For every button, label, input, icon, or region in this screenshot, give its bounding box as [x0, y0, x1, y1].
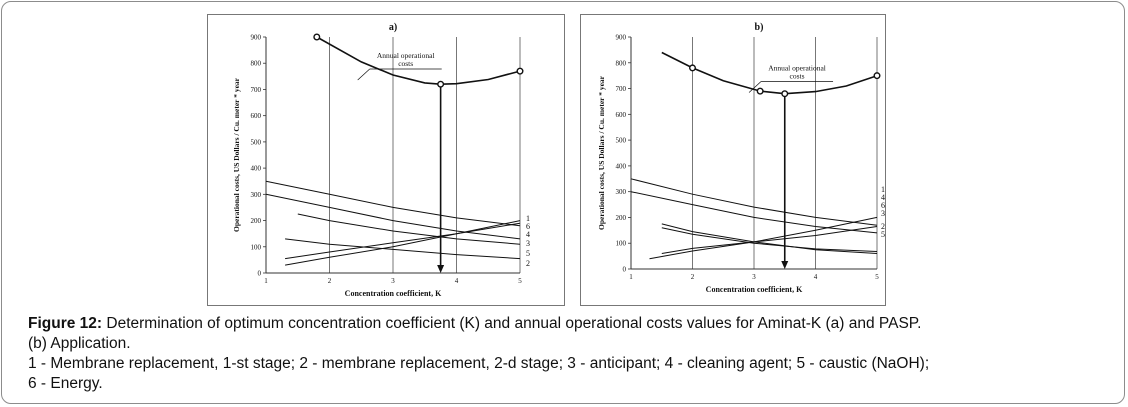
- chart-a-y-tick-label: 300: [251, 191, 262, 199]
- chart-a-data-point: [437, 80, 445, 88]
- chart-b-x-tick-label: 1: [629, 273, 633, 281]
- chart-b-x-tick-label: 3: [752, 273, 756, 281]
- chart-a-series-line-3: [265, 193, 521, 240]
- chart-b-x-axis-label: Concentration coefficient, K: [706, 285, 803, 294]
- chart-a-series-line-1: [265, 180, 521, 227]
- figure-caption: Figure 12: Determination of optimum conc…: [28, 314, 1108, 394]
- chart-a-data-point: [313, 33, 321, 41]
- chart-b-annotation-leader: [748, 81, 762, 93]
- caption-line-1: Figure 12: Determination of optimum conc…: [28, 314, 1108, 334]
- chart-panel-b: b) 1 2 3 4 5 0 100 200 300 400 500 600 700 800 900 Conce…: [580, 14, 886, 306]
- chart-a-line-label-4: 4: [526, 230, 530, 239]
- chart-a-x-tick-label: 2: [328, 277, 332, 285]
- chart-b-title: b): [755, 22, 764, 33]
- chart-a-y-axis-label: Operational costs, US Dollars / Cu. mete…: [232, 77, 241, 232]
- chart-b-y-tick-label: 300: [616, 188, 627, 196]
- caption-text-1: Determination of optimum concentration c…: [102, 315, 922, 332]
- chart-a-x-tick-label: 5: [518, 277, 522, 285]
- caption-lead: Figure 12:: [28, 315, 103, 332]
- chart-b-x-tick-label: 5: [875, 273, 879, 281]
- chart-b-line-label-5: 5: [881, 230, 885, 239]
- chart-b-line-label-6: 6: [881, 201, 885, 210]
- chart-a-svg: a)1 2 3 4 50100200300400500600700800900Conce…: [232, 22, 530, 298]
- chart-a-y-tick-label: 800: [251, 60, 262, 68]
- chart-b-svg: b) 1 2 3 4 5 0 100 200 300 400 500 600 700 800 900 Conce…: [597, 22, 885, 294]
- chart-b-data-point: [756, 87, 764, 95]
- chart-b-line-label-1: 1: [881, 185, 885, 194]
- chart-a-line-label-1: 1: [526, 214, 530, 223]
- chart-b-series-line-4: [630, 178, 878, 226]
- chart-a-series-line-annual-costs: [316, 36, 521, 86]
- chart-b-y-tick-label: 800: [616, 59, 627, 67]
- chart-b-y-tick-label: 600: [616, 111, 627, 119]
- chart-a-y-tick-label: 900: [251, 34, 262, 42]
- chart-a-annotation-line-2: costs: [398, 59, 413, 68]
- chart-a-line-label-6: 6: [526, 222, 530, 231]
- chart-panel-a: a) 1 2 3 4 5 0 100 200 300 400 500 600 700 800 900 Conce…: [207, 14, 565, 306]
- caption-line-4: 6 - Energy.: [28, 375, 103, 392]
- chart-b-annotation-line-2: costs: [790, 72, 805, 81]
- chart-a-x-axis-label: Concentration coefficient, K: [345, 289, 442, 298]
- chart-b-data-point: [873, 72, 881, 80]
- chart-a-y-tick-label: 400: [251, 165, 262, 173]
- chart-a-series-line-4: [285, 222, 521, 260]
- caption-line-2: (b) Application.: [28, 335, 131, 352]
- chart-b-y-tick-label: 700: [616, 85, 627, 93]
- chart-a-x-tick-label: 1: [264, 277, 268, 285]
- chart-b-x-tick-label: 4: [814, 273, 818, 281]
- chart-a-series-line-2: [285, 220, 521, 266]
- chart-a-y-tick-label: 0: [258, 270, 262, 278]
- chart-b-series-line-5: [661, 226, 878, 254]
- chart-a-series-line-6: [297, 213, 521, 245]
- chart-b-series-line-1: [649, 216, 878, 260]
- chart-b-data-point: [781, 90, 789, 98]
- chart-b-y-tick-label: 500: [616, 137, 627, 145]
- chart-a-x-tick-label: 3: [391, 277, 395, 285]
- chart-a-annotation-leader: [357, 68, 370, 81]
- chart-b-data-point: [688, 64, 696, 72]
- chart-b-series-line-6: [630, 191, 878, 234]
- chart-a-line-label-2: 2: [526, 259, 530, 268]
- chart-a-y-tick-label: 200: [251, 217, 262, 225]
- chart-a-annotation-line-1: Annual operational: [377, 51, 435, 60]
- chart-b-y-tick-label: 0: [623, 266, 627, 274]
- chart-a-y-tick-label: 100: [251, 243, 262, 251]
- chart-b-y-tick-label: 200: [616, 214, 627, 222]
- chart-b-line-label-3: 3: [881, 209, 885, 218]
- chart-b-x-tick-label: 2: [691, 273, 695, 281]
- chart-a-y-tick-label: 500: [251, 138, 262, 146]
- chart-b-series-line-annual-costs: [661, 51, 878, 95]
- chart-a-y-tick-label: 700: [251, 86, 262, 94]
- chart-b-y-tick-label: 900: [616, 34, 627, 42]
- chart-b-annotation-line-1: Annual operational: [768, 64, 826, 73]
- chart-a-title: a): [389, 22, 397, 33]
- chart-b-series-line-2: [661, 227, 878, 252]
- caption-line-3: 1 - Membrane replacement, 1-st stage; 2 …: [28, 355, 930, 372]
- chart-a-line-label-3: 3: [526, 239, 530, 248]
- chart-a-y-tick-label: 600: [251, 112, 262, 120]
- chart-b-line-label-2: 2: [881, 222, 885, 231]
- chart-b-y-axis-label: Operational costs, US Dollars / Cu. mete…: [597, 75, 606, 230]
- chart-b-optimum-arrow-head: [781, 261, 789, 269]
- chart-a-line-label-5: 5: [526, 249, 530, 258]
- chart-a-x-tick-label: 4: [455, 277, 459, 285]
- chart-a-series-line-5: [285, 238, 521, 260]
- chart-b-y-tick-label: 400: [616, 162, 627, 170]
- chart-a-optimum-arrow-head: [437, 265, 445, 273]
- chart-a-data-point: [516, 67, 524, 75]
- chart-b-line-label-4: 4: [881, 193, 885, 202]
- chart-b-y-tick-label: 100: [616, 240, 627, 248]
